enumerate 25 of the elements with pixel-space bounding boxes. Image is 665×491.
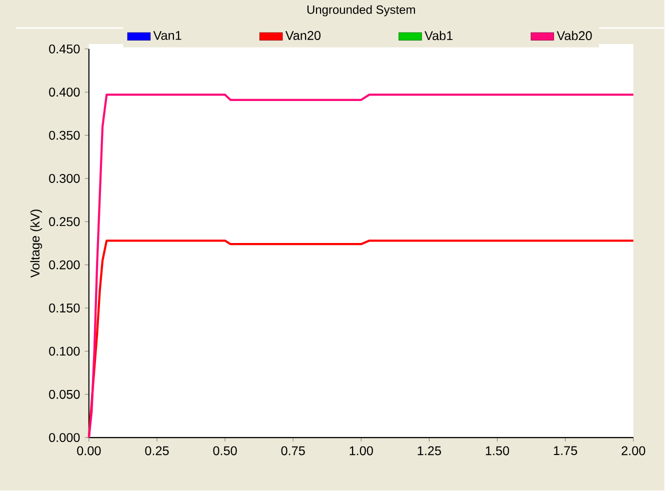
- y-tick-label: 0.000: [49, 433, 80, 442]
- legend-label: Van1: [153, 31, 182, 40]
- y-tick-label: 0.100: [49, 346, 80, 356]
- x-tick-label: 1.75: [554, 446, 578, 456]
- x-tick-label: 1.25: [418, 446, 441, 456]
- y-tick-label: 0.400: [49, 88, 80, 97]
- y-tick-label: 0.250: [49, 217, 80, 226]
- x-tick-label: 0.50: [213, 446, 237, 456]
- x-tick-label: 1.00: [350, 446, 373, 456]
- y-tick-label: 0.200: [49, 260, 80, 270]
- x-tick-label: 2.00: [622, 446, 646, 456]
- legend-label: Van20: [285, 31, 321, 40]
- x-tick-label: 1.50: [486, 446, 510, 456]
- y-tick-label: 0.150: [49, 304, 80, 313]
- y-axis-title: Voltage (kV): [30, 210, 42, 278]
- y-tick-label: 0.050: [49, 390, 80, 400]
- legend-label: Vab1: [424, 31, 453, 40]
- chart-title: Ungrounded System: [307, 5, 415, 17]
- x-tick-label: 0.00: [77, 446, 101, 456]
- y-tick-label: 0.350: [49, 131, 80, 140]
- y-tick-label: 0.300: [49, 174, 80, 184]
- legend-label: Vab20: [556, 31, 592, 40]
- x-tick-label: 0.75: [281, 446, 305, 456]
- y-tick-label: 0.450: [49, 44, 80, 54]
- x-tick-label: 0.25: [145, 446, 169, 456]
